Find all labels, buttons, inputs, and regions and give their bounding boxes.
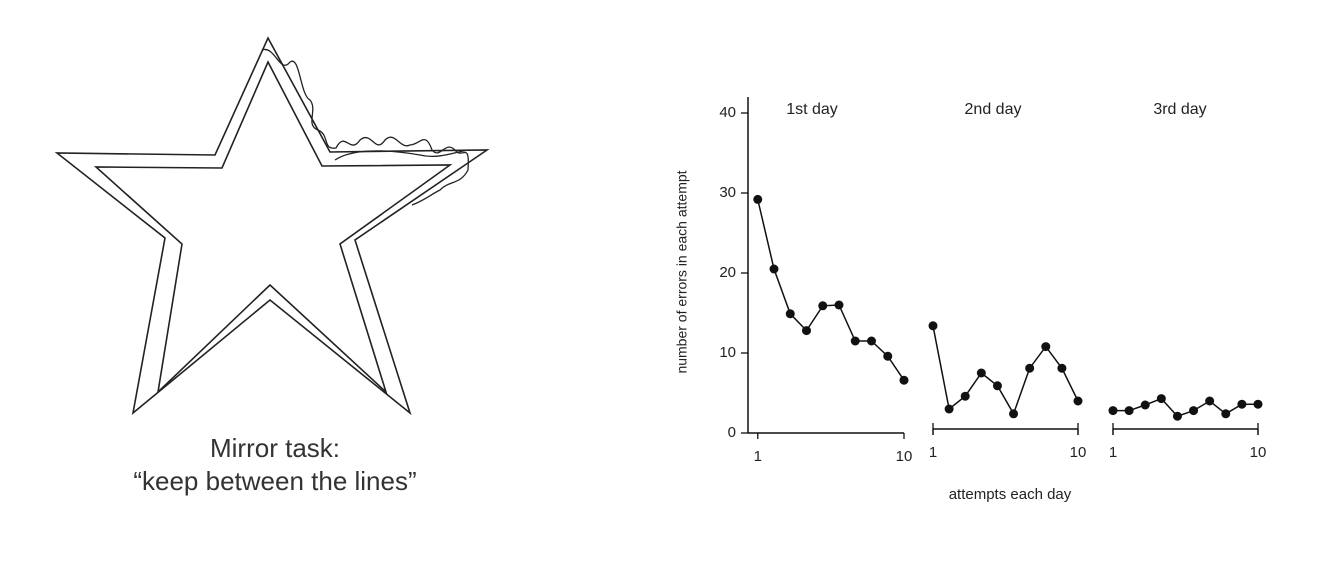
- data-point: [867, 336, 876, 346]
- y-tick-label: 0: [728, 424, 736, 441]
- x-tick-label: 10: [1250, 444, 1267, 461]
- data-point: [960, 391, 970, 401]
- star-outer: [54, 36, 490, 416]
- x-tick-label: 10: [1070, 444, 1087, 461]
- data-point: [834, 300, 844, 310]
- x-tick-label: 1: [1109, 444, 1117, 461]
- panel-title: 1st day: [786, 101, 838, 118]
- data-point: [818, 301, 828, 311]
- panel-title: 2nd day: [965, 101, 1022, 118]
- tracing-scribble: [261, 48, 471, 206]
- x-tick-label: 1: [929, 444, 937, 461]
- caption-line: Mirror task:: [210, 433, 340, 463]
- series-line: [757, 199, 905, 381]
- data-point: [1057, 363, 1067, 373]
- series-line: [1113, 397, 1258, 418]
- data-point: [1156, 394, 1166, 404]
- star-inner: [93, 60, 453, 395]
- data-point: [1073, 396, 1083, 406]
- data-point: [976, 368, 986, 378]
- y-tick-label: 10: [719, 344, 736, 361]
- data-point: [1205, 396, 1215, 406]
- data-point: [785, 309, 795, 319]
- x-axis-label: attempts each day: [949, 486, 1072, 503]
- data-point: [850, 336, 860, 346]
- data-point: [1221, 409, 1231, 419]
- caption-line: “keep between the lines”: [133, 466, 416, 496]
- data-point: [899, 375, 909, 385]
- star-drawing: [54, 36, 490, 416]
- data-point: [883, 351, 893, 361]
- data-point: [1172, 411, 1182, 421]
- data-point: [1108, 406, 1118, 416]
- data-point: [753, 194, 763, 204]
- x-tick-label: 10: [896, 448, 913, 465]
- y-tick-label: 20: [719, 264, 736, 281]
- y-axis-label: number of errors in each attempt: [674, 170, 690, 373]
- data-point: [1041, 342, 1051, 352]
- data-point: [1009, 409, 1019, 419]
- y-tick-label: 40: [719, 104, 736, 121]
- data-point: [1025, 363, 1035, 373]
- data-point: [1124, 406, 1134, 416]
- data-point: [1237, 399, 1247, 409]
- series-line: [932, 325, 1079, 416]
- x-tick-label: 1: [754, 448, 762, 465]
- y-tick-label: 30: [719, 184, 736, 201]
- data-point: [802, 326, 811, 336]
- data-point: [992, 381, 1002, 391]
- panel-title: 3rd day: [1153, 101, 1206, 118]
- data-point: [1140, 400, 1150, 410]
- data-point: [928, 321, 938, 331]
- data-point: [944, 404, 954, 414]
- data-point: [1189, 406, 1199, 416]
- data-point: [769, 264, 779, 274]
- data-point: [1253, 399, 1263, 409]
